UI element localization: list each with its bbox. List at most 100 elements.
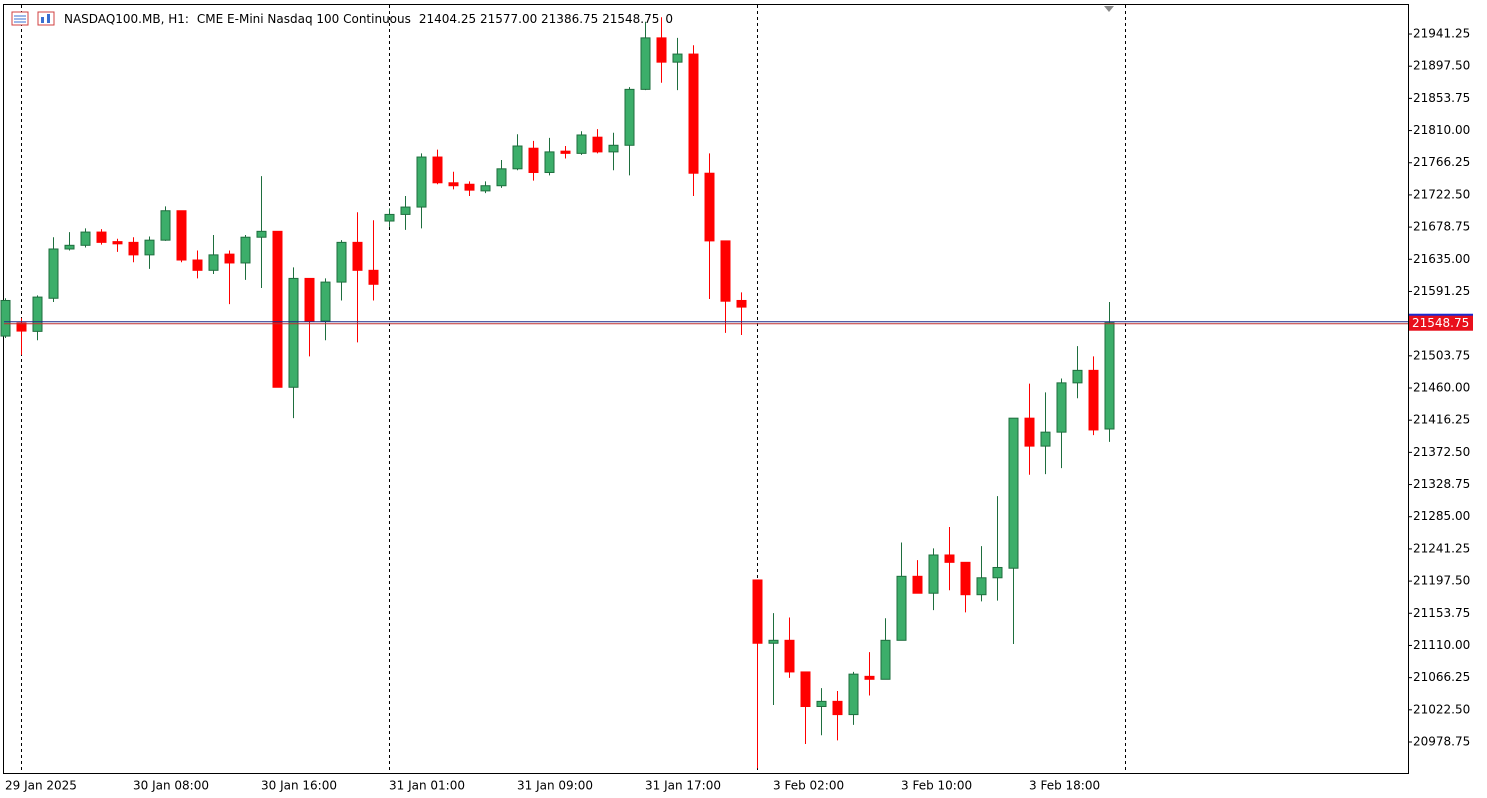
x-tick-label: 3 Feb 10:00 (901, 779, 972, 793)
price-label: 21548.75 (1412, 316, 1469, 330)
y-tick-label: 21285.00 (1413, 509, 1470, 523)
candle-body (544, 151, 555, 173)
candle-body (704, 172, 715, 242)
candle-body (496, 168, 507, 187)
candle-body (192, 259, 203, 271)
candle-body (1024, 417, 1035, 447)
candle-body (176, 210, 187, 261)
candle-body (752, 579, 763, 644)
candle-body (736, 299, 747, 308)
candle-body (1008, 417, 1019, 569)
candle-body (304, 277, 315, 322)
candle-body (336, 241, 347, 283)
y-tick-label: 21591.25 (1413, 284, 1470, 298)
candle-body (576, 134, 587, 154)
candle-body (848, 673, 859, 716)
candle-body (48, 248, 59, 299)
y-tick-label: 21460.00 (1413, 381, 1470, 395)
y-tick-label: 21635.00 (1413, 252, 1470, 266)
candle-body (128, 241, 139, 256)
y-tick-label: 21197.50 (1413, 574, 1470, 588)
x-tick-label: 3 Feb 18:00 (1029, 779, 1100, 793)
candle-body (320, 281, 331, 322)
candle-body (384, 213, 395, 222)
candle-body (1088, 369, 1099, 431)
y-tick-label: 21678.75 (1413, 220, 1470, 234)
candle-body (688, 53, 699, 174)
description: CME E-Mini Nasdaq 100 Continuous (197, 12, 411, 26)
y-tick-label: 21110.00 (1413, 638, 1470, 652)
candle-body (288, 277, 299, 388)
y-tick-label: 21897.50 (1413, 59, 1470, 73)
y-tick-label: 20978.75 (1413, 734, 1470, 748)
price-label-top (1409, 313, 1473, 316)
candle-body (448, 182, 459, 187)
x-tick-label: 31 Jan 01:00 (389, 779, 465, 793)
candle-body (800, 671, 811, 708)
y-tick-label: 21241.25 (1413, 541, 1470, 555)
candle-body (960, 561, 971, 596)
candle-body (784, 639, 795, 673)
toolbar-icons[interactable] (11, 11, 55, 26)
x-tick-label: 29 Jan 2025 (5, 779, 77, 793)
candle-body (992, 566, 1003, 579)
y-tick-label: 21722.50 (1413, 187, 1470, 201)
y-tick-label: 21066.25 (1413, 670, 1470, 684)
candle-body (368, 269, 379, 285)
candle-body (464, 183, 475, 191)
candle-body (16, 322, 27, 332)
symbol: NASDAQ100.MB, H1: (64, 12, 189, 26)
candle-body (400, 206, 411, 215)
shift-marker (1104, 6, 1114, 12)
candle-body (224, 253, 235, 264)
x-tick-label: 3 Feb 02:00 (773, 779, 844, 793)
volume: 0 (665, 12, 673, 26)
candle-body (672, 53, 683, 63)
candle-body (864, 675, 875, 680)
candle-body (624, 88, 635, 146)
x-tick-label: 31 Jan 09:00 (517, 779, 593, 793)
candle-body (96, 231, 107, 243)
candle-body (64, 244, 75, 250)
y-tick-label: 21810.00 (1413, 123, 1470, 137)
y-tick-label: 21372.50 (1413, 445, 1470, 459)
candle-body (1056, 382, 1067, 433)
ohlc: 21404.25 21577.00 21386.75 21548.75 (419, 12, 659, 26)
y-tick-label: 21153.75 (1413, 606, 1470, 620)
plot-frame (3, 4, 1409, 774)
candle-body (944, 554, 955, 563)
candle-body (528, 147, 539, 173)
y-tick-label: 21416.25 (1413, 413, 1470, 427)
candle-body (160, 210, 171, 241)
candle-body (1072, 369, 1083, 384)
x-tick-label: 31 Jan 17:00 (645, 779, 721, 793)
x-tick-label: 30 Jan 16:00 (261, 779, 337, 793)
candle-body (240, 236, 251, 264)
candle-body (768, 639, 779, 644)
candle-body (208, 254, 219, 271)
candle-body (80, 231, 91, 246)
y-tick-label: 21328.75 (1413, 477, 1470, 491)
candle-body (592, 136, 603, 153)
candle-body (480, 185, 491, 192)
y-tick-label: 21853.75 (1413, 91, 1470, 105)
y-tick-label: 21503.75 (1413, 348, 1470, 362)
candle-body (832, 700, 843, 716)
candle-body (32, 296, 43, 332)
candle-body (272, 230, 283, 388)
candle-body (720, 240, 731, 302)
candle-body (112, 241, 123, 245)
candle-body (1040, 431, 1051, 447)
candle-body (432, 156, 443, 184)
candle-body (1104, 322, 1115, 430)
candle-body (608, 144, 619, 153)
candle-body (912, 575, 923, 594)
candle-body (352, 241, 363, 271)
candle-body (880, 639, 891, 680)
period-separators (21, 5, 1126, 773)
candle-body (512, 145, 523, 170)
candle-body (144, 239, 155, 256)
candle-body (976, 577, 987, 596)
